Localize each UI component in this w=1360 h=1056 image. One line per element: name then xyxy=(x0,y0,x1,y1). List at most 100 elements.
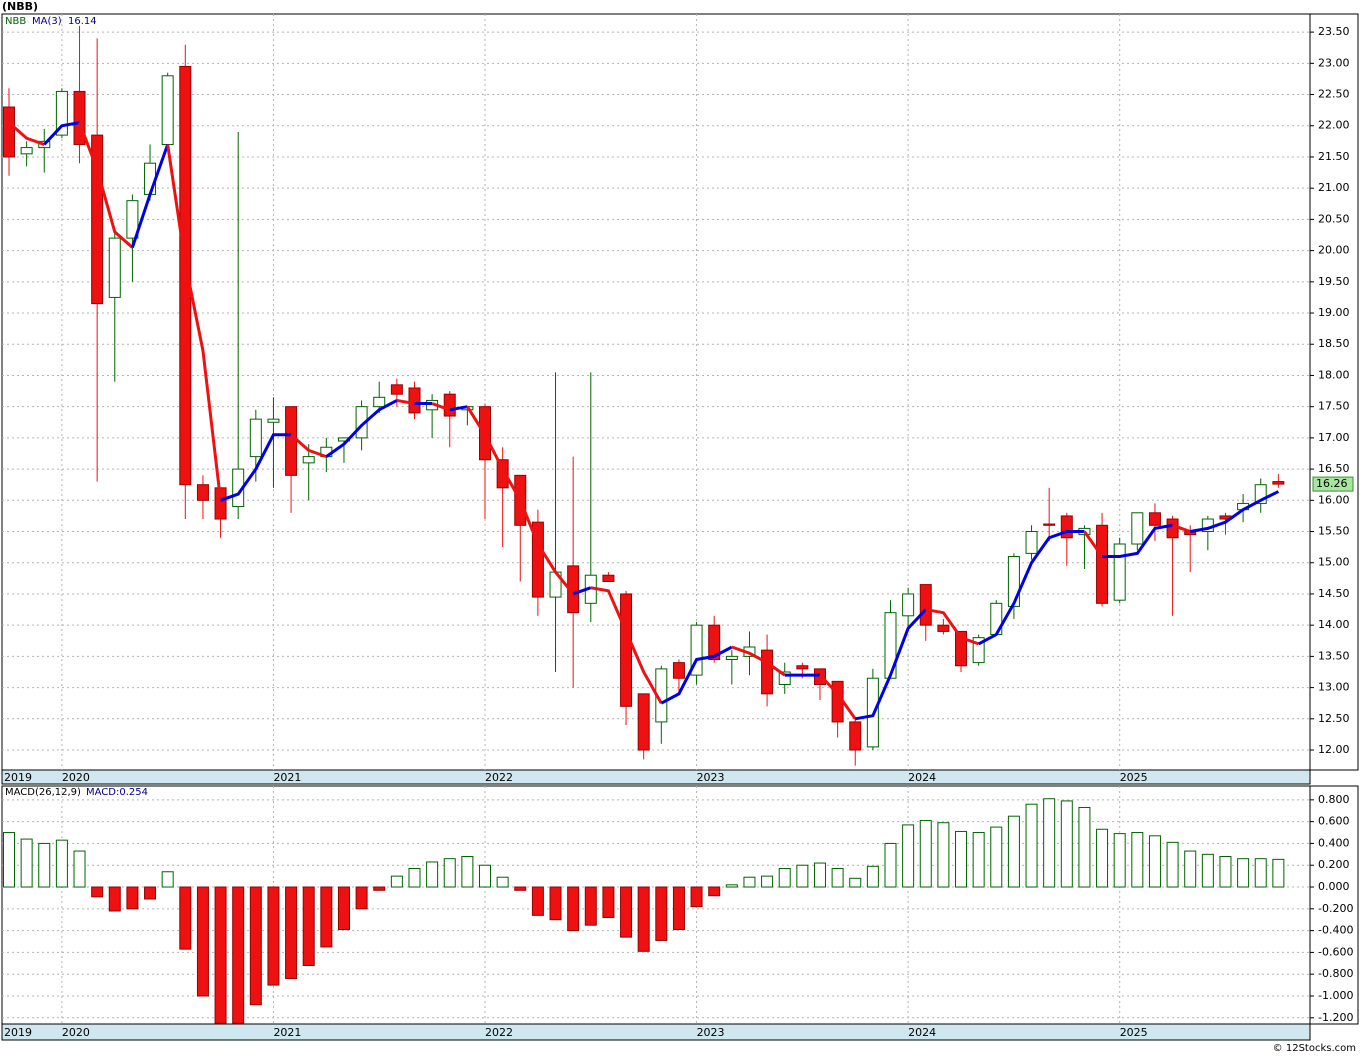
y-tick-label: 0.400 xyxy=(1318,836,1350,849)
y-tick-label: 20.00 xyxy=(1318,244,1350,257)
macd-bar xyxy=(126,886,139,910)
ma-line xyxy=(818,674,857,720)
candle-body xyxy=(267,418,280,423)
macd-bar xyxy=(108,886,121,912)
macd-bar xyxy=(373,886,386,891)
ma-line xyxy=(925,608,980,646)
x-tick-label: 2019 xyxy=(4,1026,32,1039)
macd-bar xyxy=(725,884,738,888)
candle-body xyxy=(91,134,104,305)
y-tick-label: 12.00 xyxy=(1318,743,1350,756)
ma-line xyxy=(660,645,733,705)
candle-body xyxy=(902,593,915,617)
candle-body xyxy=(1096,524,1109,604)
y-tick-label: 19.00 xyxy=(1318,306,1350,319)
candle-body xyxy=(144,162,157,195)
candle-body xyxy=(108,237,121,298)
macd-bar xyxy=(55,839,68,888)
macd-bar xyxy=(531,886,544,916)
macd-bar xyxy=(355,886,368,910)
macd-bar xyxy=(1272,858,1285,888)
y-tick-label: 22.00 xyxy=(1318,119,1350,132)
candle-body xyxy=(1166,518,1179,539)
macd-bar xyxy=(1166,841,1179,888)
macd-bar xyxy=(672,886,685,931)
candle-body xyxy=(672,662,685,679)
ma-line xyxy=(590,586,663,704)
candle-body xyxy=(620,593,633,707)
macd-bar xyxy=(443,858,456,888)
y-tick-label: -1.000 xyxy=(1318,989,1353,1002)
candle-body xyxy=(531,521,544,598)
x-tick-label: 2020 xyxy=(62,771,90,784)
candle-body xyxy=(126,200,139,239)
macd-bar xyxy=(637,886,650,952)
ma-line xyxy=(43,121,80,146)
macd-bar xyxy=(778,867,791,888)
ma-line xyxy=(130,143,170,248)
macd-bar xyxy=(1201,853,1214,888)
macd-bar xyxy=(73,850,86,888)
x-tick-label: 2025 xyxy=(1120,1026,1148,1039)
candle-body xyxy=(690,624,703,676)
date-strip xyxy=(1,1023,1311,1041)
y-tick-label: 13.00 xyxy=(1318,681,1350,694)
candle-body xyxy=(302,456,315,464)
macd-bar xyxy=(1096,828,1109,888)
candle-body xyxy=(179,65,192,486)
y-tick-label: 14.00 xyxy=(1318,618,1350,631)
x-tick-label: 2019 xyxy=(4,771,32,784)
macd-bar xyxy=(196,886,209,997)
ma-line xyxy=(854,608,927,721)
candle-body xyxy=(161,75,174,145)
macd-bar xyxy=(408,867,421,888)
candle-body xyxy=(955,630,968,667)
macd-bar xyxy=(3,832,15,888)
candle-body xyxy=(1007,555,1020,607)
y-tick-label: 15.50 xyxy=(1318,525,1350,538)
macd-bar xyxy=(972,832,985,888)
legend-macd: MACD(26,12,9) xyxy=(5,787,81,798)
candle-body xyxy=(443,393,456,417)
ma-line xyxy=(1172,523,1191,533)
y-tick-label: -0.400 xyxy=(1318,924,1353,937)
macd-bar xyxy=(620,886,633,938)
macd-bar xyxy=(602,886,615,919)
macd-bar xyxy=(496,876,509,888)
macd-bar xyxy=(20,838,33,888)
macd-bar xyxy=(1060,800,1073,888)
candle-body xyxy=(778,671,791,685)
candle-body xyxy=(496,459,509,489)
y-tick-label: 18.50 xyxy=(1318,337,1350,350)
macd-bar xyxy=(426,861,439,888)
macd-bar xyxy=(796,864,809,888)
candle-body xyxy=(725,655,738,661)
x-tick-label: 2024 xyxy=(908,1026,936,1039)
macd-bar xyxy=(161,871,174,888)
candle-body xyxy=(73,90,86,145)
candle-body xyxy=(637,693,650,751)
macd-bar xyxy=(302,886,315,966)
x-tick-label: 2022 xyxy=(485,1026,513,1039)
legend-ma: MA(3) xyxy=(32,16,62,27)
x-tick-label: 2021 xyxy=(273,771,301,784)
macd-bar xyxy=(1131,832,1144,888)
macd-bar xyxy=(514,886,527,891)
y-tick-label: 16.00 xyxy=(1318,493,1350,506)
macd-bar xyxy=(479,864,492,888)
axis-panel xyxy=(1309,785,1359,1025)
ma-line xyxy=(466,405,575,595)
y-tick-label: 0.000 xyxy=(1318,880,1350,893)
macd-bar xyxy=(214,886,227,1024)
x-tick-label: 2025 xyxy=(1120,771,1148,784)
candle-body xyxy=(55,90,68,136)
y-tick-label: 14.50 xyxy=(1318,587,1350,600)
candle-body xyxy=(849,721,862,751)
macd-bar xyxy=(267,886,280,986)
macd-bar xyxy=(232,886,245,1024)
macd-bar xyxy=(1148,835,1161,888)
candle-body xyxy=(796,665,809,670)
candle-body xyxy=(919,584,932,626)
macd-bar xyxy=(285,886,298,980)
